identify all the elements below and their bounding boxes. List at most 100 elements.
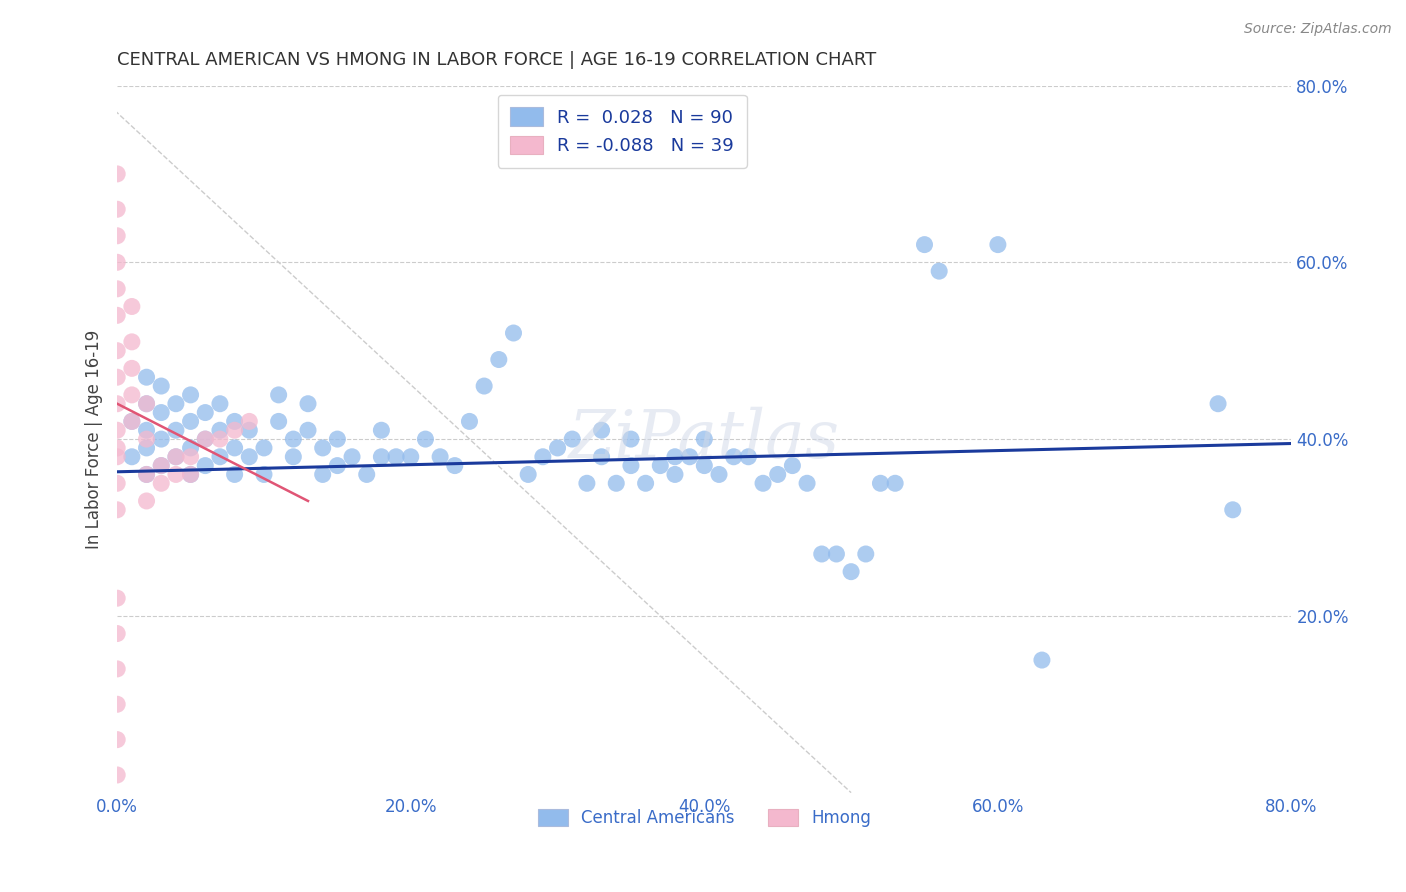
Point [208, 397, 231, 411]
Point [150, 458, 173, 473]
Point [575, 476, 598, 491]
Point [224, 441, 246, 455]
Point [194, 432, 217, 446]
Point [517, 467, 540, 482]
Point [105, 228, 128, 243]
Point [105, 397, 128, 411]
Point [105, 343, 128, 358]
Point [752, 476, 775, 491]
Point [547, 441, 569, 455]
Text: Source: ZipAtlas.com: Source: ZipAtlas.com [1244, 22, 1392, 37]
Point [370, 423, 392, 437]
Point [253, 441, 276, 455]
Point [180, 450, 202, 464]
Point [165, 397, 187, 411]
Point [650, 458, 672, 473]
Point [180, 467, 202, 482]
Point [208, 423, 231, 437]
Point [135, 370, 157, 384]
Point [165, 450, 187, 464]
Point [224, 423, 246, 437]
Point [180, 441, 202, 455]
Point [194, 432, 217, 446]
Point [180, 388, 202, 402]
Point [150, 379, 173, 393]
Point [472, 379, 495, 393]
Legend: Central Americans, Hmong: Central Americans, Hmong [531, 802, 877, 834]
Point [165, 450, 187, 464]
Point [105, 450, 128, 464]
Point [869, 476, 891, 491]
Point [591, 423, 613, 437]
Point [224, 414, 246, 428]
Point [723, 450, 745, 464]
Point [105, 732, 128, 747]
Point [105, 768, 128, 782]
Point [121, 300, 143, 314]
Point [782, 458, 804, 473]
Point [297, 423, 319, 437]
Point [105, 202, 128, 217]
Point [561, 432, 583, 446]
Point [180, 467, 202, 482]
Point [121, 414, 143, 428]
Point [737, 450, 759, 464]
Point [664, 467, 686, 482]
Point [105, 662, 128, 676]
Point [135, 397, 157, 411]
Point [605, 476, 627, 491]
Point [121, 414, 143, 428]
Point [105, 476, 128, 491]
Point [180, 414, 202, 428]
Point [121, 450, 143, 464]
Point [105, 370, 128, 384]
Point [283, 432, 305, 446]
Point [121, 361, 143, 376]
Point [194, 406, 217, 420]
Point [1222, 503, 1244, 517]
Point [297, 397, 319, 411]
Point [121, 334, 143, 349]
Point [267, 388, 290, 402]
Point [253, 467, 276, 482]
Point [135, 494, 157, 508]
Point [105, 698, 128, 712]
Point [825, 547, 848, 561]
Point [105, 167, 128, 181]
Point [105, 423, 128, 437]
Point [620, 432, 643, 446]
Point [415, 432, 437, 446]
Point [443, 458, 465, 473]
Point [370, 450, 392, 464]
Point [238, 450, 260, 464]
Point [591, 450, 613, 464]
Point [620, 458, 643, 473]
Point [105, 441, 128, 455]
Point [488, 352, 510, 367]
Text: ZiPatlas: ZiPatlas [569, 407, 839, 472]
Point [839, 565, 862, 579]
Point [914, 237, 936, 252]
Point [693, 458, 716, 473]
Point [267, 414, 290, 428]
Point [429, 450, 451, 464]
Point [987, 237, 1010, 252]
Text: CENTRAL AMERICAN VS HMONG IN LABOR FORCE | AGE 16-19 CORRELATION CHART: CENTRAL AMERICAN VS HMONG IN LABOR FORCE… [117, 51, 876, 69]
Point [208, 432, 231, 446]
Point [105, 591, 128, 606]
Point [766, 467, 789, 482]
Point [679, 450, 702, 464]
Point [165, 467, 187, 482]
Point [135, 467, 157, 482]
Point [135, 397, 157, 411]
Point [707, 467, 730, 482]
Point [135, 441, 157, 455]
Point [135, 432, 157, 446]
Point [664, 450, 686, 464]
Point [796, 476, 818, 491]
Point [312, 441, 335, 455]
Point [105, 255, 128, 269]
Point [634, 476, 657, 491]
Point [194, 458, 217, 473]
Point [105, 309, 128, 323]
